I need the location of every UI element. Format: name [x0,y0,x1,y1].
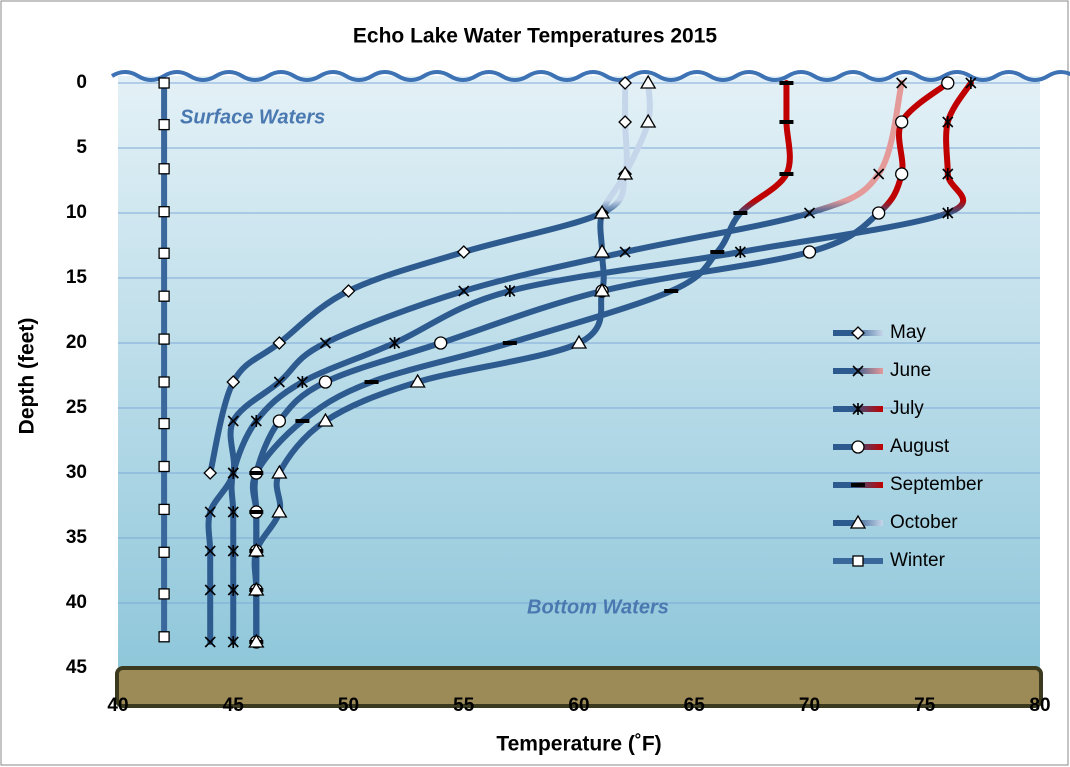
legend-label: May [890,322,926,343]
marker [159,78,169,88]
marker [733,211,747,215]
x-tick-label: 60 [568,695,589,716]
marker [159,291,169,301]
marker [503,341,517,345]
marker [664,289,678,293]
legend-label: October [890,512,958,533]
x-tick-label: 50 [338,695,359,716]
marker [365,380,379,384]
y-tick-label: 25 [66,397,88,418]
x-tick-label: 70 [799,695,820,716]
marker [896,168,908,180]
marker [873,207,885,219]
y-tick-label: 5 [76,137,87,158]
x-tick-label: 45 [223,695,245,716]
y-tick-label: 30 [66,462,87,483]
y-tick-label: 0 [76,72,87,93]
x-tick-label: 65 [684,695,706,716]
marker [779,81,793,85]
x-tick-label: 75 [914,695,936,716]
x-axis-title: Temperature (˚F) [496,733,661,756]
y-axis-title: Depth (feet) [16,318,39,435]
marker [273,415,285,427]
marker [159,334,169,344]
y-tick-label: 15 [66,267,88,288]
marker [159,504,169,514]
marker [159,120,169,130]
annotation: Bottom Waters [527,596,669,618]
chart-title: Echo Lake Water Temperatures 2015 [353,25,717,48]
marker [779,120,793,124]
marker [853,556,863,566]
marker [159,547,169,557]
marker [896,116,908,128]
annotation: Surface Waters [180,106,325,128]
y-tick-label: 10 [66,202,87,223]
legend-label: August [890,436,950,457]
chart: Echo Lake Water Temperatures 2015 Temper… [0,0,1070,767]
legend-label: June [890,360,931,381]
x-tick-label: 55 [453,695,475,716]
marker [159,462,169,472]
y-tick-label: 20 [66,332,87,353]
y-tick-label: 35 [66,527,88,548]
x-tick-label: 80 [1029,695,1050,716]
legend-label: September [890,474,984,495]
y-tick-label: 40 [66,592,87,613]
marker [159,377,169,387]
marker [159,164,169,174]
marker [249,471,263,475]
marker [942,77,954,89]
x-tick-label: 40 [107,695,128,716]
marker [435,337,447,349]
marker [710,250,724,254]
y-tick-label: 45 [66,657,88,678]
legend-label: Winter [890,550,946,571]
marker [159,207,169,217]
legend-label: July [890,398,924,419]
marker [851,483,865,487]
marker [779,172,793,176]
marker [159,589,169,599]
marker [159,632,169,642]
marker [159,419,169,429]
marker [804,246,816,258]
marker [852,441,864,453]
marker [249,510,263,514]
marker [319,376,331,388]
marker [295,419,309,423]
marker [159,248,169,258]
